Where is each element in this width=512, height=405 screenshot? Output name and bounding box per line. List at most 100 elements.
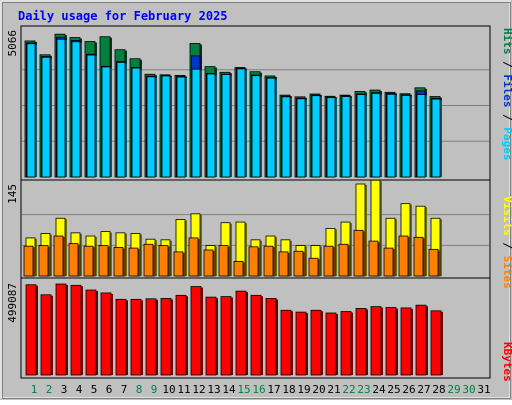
day-label-17: 17 [267,383,280,396]
bar-face [325,312,337,376]
day-label-8: 8 [136,383,143,396]
bar-pages-day-16 [251,75,262,178]
bar-face [55,283,67,376]
bar-sites-day-14 [218,245,230,277]
bar-sites-day-21 [323,245,335,277]
bar-face [113,247,124,277]
bar-kbytes-day-4 [70,284,83,376]
bar-pages-day-11 [176,76,187,178]
bar-face [23,245,34,277]
bar-face [131,67,141,178]
bar-kbytes-day-6 [100,292,113,376]
bar-kbytes-day-24 [370,306,383,376]
day-label-6: 6 [106,383,113,396]
bar-sites-day-23 [353,229,365,277]
day-axis-labels: 1 2 3 4 5 6 7 8 9 10 11 12 13 14 15 16 17 18 19 20 21 22 23 24 2… [31,383,491,396]
bar-sites-day-6 [98,245,110,277]
bar-sites-day-5 [83,245,95,277]
bar-sites-day-20 [308,257,320,277]
legends: Hits / Files / Pages Visits / Sites KBytes [501,28,512,382]
day-label-22: 22 [342,383,355,396]
day-label-14: 14 [222,383,236,396]
bar-sites-day-26 [398,235,410,277]
bar-pages-day-13 [206,73,217,178]
bar-kbytes-day-8 [130,298,143,376]
day-label-26: 26 [402,383,415,396]
bar-face [281,96,291,178]
bar-pages-day-24 [371,93,382,178]
legend-item-pages: Pages [501,127,512,160]
bar-kbytes-day-22 [340,311,353,376]
bar-pages-day-14 [221,74,232,178]
bar-kbytes-day-16 [250,294,263,376]
bar-face [415,304,427,376]
bar-face [233,261,244,277]
bar-kbytes-day-23 [355,308,368,376]
bar-sites-day-7 [113,247,125,277]
bar-face [278,251,289,277]
bar-face [340,311,352,376]
bar-face [158,245,169,277]
day-label-3: 3 [61,383,68,396]
bar-face [248,246,259,277]
bar-sites-day-11 [173,251,185,277]
bar-sites-day-28 [428,248,440,277]
bar-face [71,41,81,178]
bar-face [341,96,351,178]
day-label-13: 13 [207,383,220,396]
bar-face [188,237,199,277]
day-label-27: 27 [417,383,430,396]
day-label-4: 4 [76,383,83,396]
bar-face [368,240,379,277]
bar-sites-day-12 [188,237,200,277]
bar-face [25,284,37,376]
chart-title: Daily usage for February 2025 [18,9,228,23]
day-label-5: 5 [91,383,98,396]
bar-face [116,61,126,178]
bar-face [206,73,216,178]
day-label-24: 24 [372,383,386,396]
bar-pages-day-21 [326,97,337,178]
bar-face [41,56,51,178]
bar-face [191,68,201,178]
day-label-30: 30 [462,383,475,396]
bar-face [85,289,97,376]
bar-face [160,298,172,376]
bar-face [263,245,274,277]
bar-kbytes-day-28 [430,310,443,376]
bar-face [98,245,109,277]
legend-item-sites: Sites [501,256,512,289]
bar-kbytes-day-11 [175,294,188,376]
bar-pages-day-10 [161,75,172,178]
bar-pages-day-12 [191,68,202,178]
bar-face [370,306,382,376]
bar-sites-day-3 [53,235,65,277]
bar-face [386,93,396,178]
bar-face [128,247,139,277]
bar-kbytes-day-3 [55,283,68,376]
bar-face [176,76,186,178]
bar-face [175,294,187,376]
bar-face [323,245,334,277]
bar-sites-day-2 [38,245,50,277]
bar-sites-day-10 [158,245,170,277]
bar-face [356,94,366,178]
day-label-11: 11 [177,383,190,396]
day-label-29: 29 [447,383,460,396]
bar-kbytes-day-1 [25,284,38,376]
bar-face [398,235,409,277]
bar-pages-day-9 [146,76,157,178]
bar-face [218,245,229,277]
bar-kbytes-day-26 [400,307,413,376]
bar-kbytes-day-10 [160,298,173,376]
bar-sites-day-8 [128,247,140,277]
bar-face [221,74,231,178]
bar-pages-day-25 [386,93,397,178]
bar-face [296,98,306,178]
bar-pages-day-17 [266,77,277,178]
bar-face [326,97,336,178]
day-label-2: 2 [46,383,53,396]
bar-kbytes-day-12 [190,286,203,376]
bar-pages-day-3 [56,38,67,178]
